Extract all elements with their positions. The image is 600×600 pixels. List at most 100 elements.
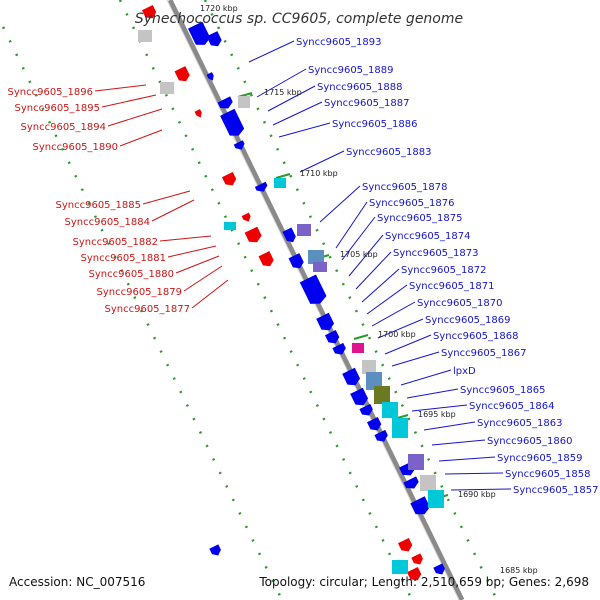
reverse-gene-shape [411, 553, 423, 565]
forward-gene-shape [299, 274, 327, 304]
leader-line-forward [278, 122, 331, 138]
leader-line-reverse [191, 279, 229, 309]
gene-label-forward[interactable]: Syncc9605_1870 [417, 298, 503, 309]
gray-feature [420, 475, 436, 491]
gene-label-forward[interactable]: Syncc9605_1888 [317, 82, 403, 93]
gene-label-forward[interactable]: Syncc9605_1887 [324, 98, 410, 109]
gene-label-reverse[interactable]: Syncc9605_1895 [15, 103, 101, 114]
scale-label: 1695 kbp [418, 410, 456, 419]
gene-label-forward[interactable]: Syncc9605_1872 [401, 265, 487, 276]
gene-label-forward[interactable]: Syncc9605_1871 [409, 281, 495, 292]
steelblue-feature [308, 250, 324, 264]
gene-label-reverse[interactable]: Syncc9605_1880 [89, 269, 175, 280]
gene-label-forward[interactable]: Syncc9605_1873 [393, 248, 479, 259]
reverse-gene-shape [258, 251, 274, 267]
gene-label-reverse[interactable]: Syncc9605_1879 [97, 287, 183, 298]
topology-text: Topology: circular; Length: 2,510,659 bp… [258, 575, 589, 589]
forward-gene [209, 544, 221, 556]
gene-label-reverse[interactable]: Syncc9605_1894 [21, 122, 107, 133]
forward-gene-shape [410, 496, 430, 515]
gene-label-forward[interactable]: Syncc9605_1864 [469, 401, 555, 412]
gray-feature [160, 82, 174, 94]
forward-gene [350, 387, 369, 406]
forward-gene [299, 274, 327, 304]
gene-label-reverse[interactable]: Syncc9605_1896 [8, 87, 94, 98]
forward-gene [332, 342, 346, 355]
leader-line-forward [361, 268, 400, 303]
leader-line-forward [267, 85, 316, 112]
gene-label-reverse[interactable]: Syncc9605_1882 [73, 237, 159, 248]
leader-line-forward [319, 185, 361, 223]
forward-gene-shape [374, 429, 388, 442]
leader-line-reverse [94, 84, 147, 92]
gene-label-forward[interactable]: Syncc9605_1857 [513, 485, 599, 496]
leader-line-forward [371, 301, 416, 327]
leader-line-forward [391, 351, 440, 367]
gene-label-forward[interactable]: Syncc9605_1893 [296, 37, 382, 48]
forward-gene-shape [282, 227, 296, 243]
gene-label-forward[interactable]: Syncc9605_1886 [332, 119, 418, 130]
gene-label-forward[interactable]: Syncc9605_1860 [487, 436, 573, 447]
gene-features [138, 4, 445, 581]
cyan-feature [392, 560, 408, 574]
gene-label-forward[interactable]: Syncc9605_1874 [385, 231, 471, 242]
gene-label-forward[interactable]: Syncc9605_1876 [369, 198, 455, 209]
gene-label-reverse[interactable]: Syncc9605_1877 [105, 304, 191, 315]
leader-line-forward [355, 251, 392, 290]
reverse-gene-shape [141, 4, 157, 19]
leader-line-reverse [167, 245, 217, 258]
leader-line-reverse [183, 265, 223, 292]
reverse-gene [397, 537, 413, 552]
reverse-strand-labels: Syncc9605_1896 Syncc9605_1895 Syncc9605_18… [8, 87, 191, 315]
cyan-feature [224, 222, 236, 230]
gene-label-forward[interactable]: lpxD [453, 366, 476, 377]
forward-gene-shape [206, 31, 222, 47]
leader-line-forward [400, 369, 452, 386]
gene-label-forward[interactable]: Syncc9605_1865 [460, 385, 546, 396]
leader-line-forward [438, 456, 496, 462]
gene-label-forward[interactable]: Syncc9605_1858 [505, 469, 591, 480]
reverse-gene [194, 109, 202, 118]
reverse-gene-shape [194, 109, 202, 118]
gene-label-forward[interactable]: Syncc9605_1869 [425, 315, 511, 326]
leader-line-reverse [119, 129, 163, 147]
forward-gene-shape [254, 181, 268, 192]
reverse-gene-shape [406, 566, 422, 581]
forward-gene [282, 227, 296, 243]
gene-label-forward[interactable]: Syncc9605_1875 [377, 213, 463, 224]
gene-label-forward[interactable]: Syncc9605_1859 [497, 453, 583, 464]
gene-label-reverse[interactable]: Syncc9605_1885 [56, 200, 142, 211]
leader-line-forward [248, 40, 295, 63]
gene-label-forward[interactable]: Syncc9605_1868 [433, 331, 519, 342]
gene-label-forward[interactable]: Syncc9605_1863 [477, 418, 563, 429]
lavender-feature [297, 224, 311, 236]
gene-label-reverse[interactable]: Syncc9605_1890 [33, 142, 119, 153]
forward-gene-shape [288, 253, 304, 269]
gene-label-forward[interactable]: Syncc9605_1878 [362, 182, 448, 193]
gene-label-forward[interactable]: Syncc9605_1889 [308, 65, 394, 76]
forward-strand-labels: Syncc9605_1893 Syncc9605_1889 Syncc9605_18… [296, 37, 599, 496]
forward-gene-shape [206, 72, 214, 81]
leader-line-forward [411, 404, 468, 412]
leader-line-forward [272, 101, 323, 126]
leader-line-forward [366, 284, 408, 315]
forward-gene [217, 96, 233, 109]
scale-tick [353, 334, 369, 340]
leader-line-forward [423, 421, 476, 431]
gene-label-reverse[interactable]: Syncc9605_1881 [81, 253, 167, 264]
leader-line-reverse [159, 235, 212, 242]
gene-label-forward[interactable]: Syncc9605_1867 [441, 348, 527, 359]
scale-label: 1715 kbp [264, 88, 302, 97]
forward-gene-shape [359, 403, 373, 416]
magenta-feature [352, 343, 364, 353]
forward-gene-shape [187, 21, 211, 45]
forward-gene [374, 429, 388, 442]
gene-label-forward[interactable]: Syncc9605_1883 [346, 147, 432, 158]
scale-label: 1720 kbp [200, 4, 238, 13]
reverse-gene [411, 553, 423, 565]
forward-gene [366, 416, 382, 431]
forward-gene [288, 253, 304, 269]
gene-label-reverse[interactable]: Syncc9605_1884 [65, 217, 151, 228]
forward-gene-shape [342, 367, 361, 386]
forward-gene [342, 367, 361, 386]
